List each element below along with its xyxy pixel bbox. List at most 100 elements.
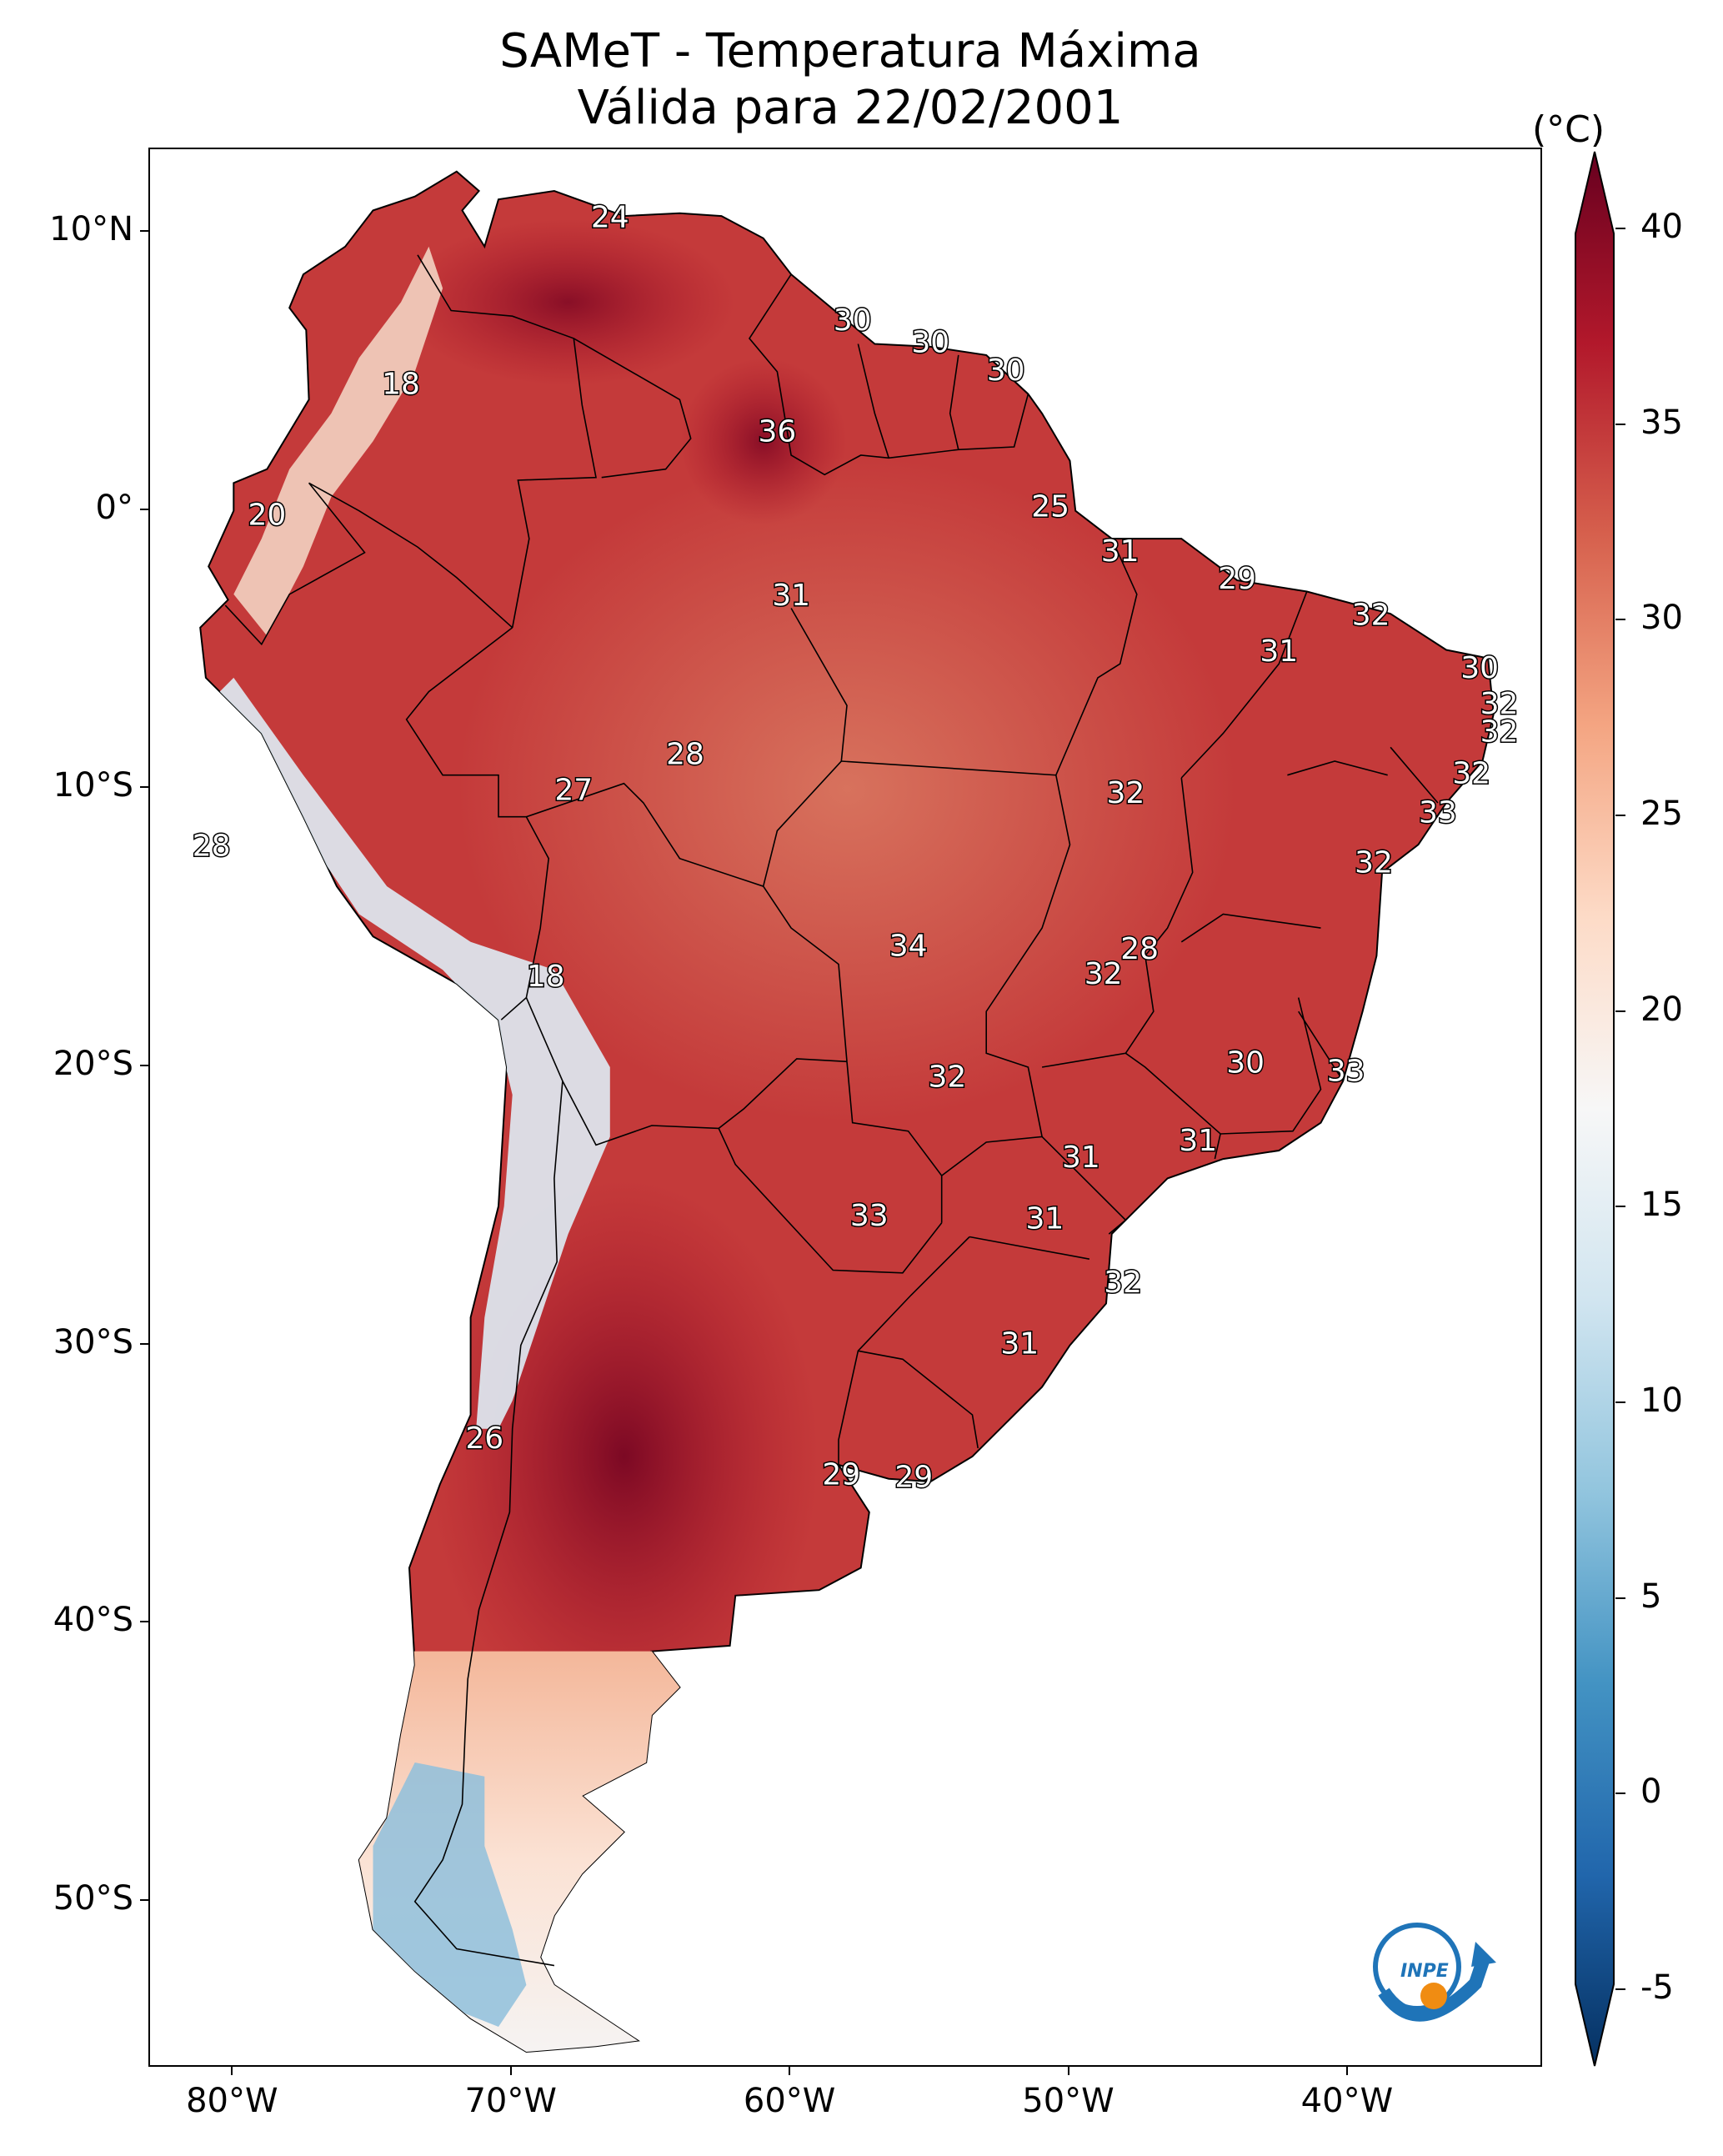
latitude-tick-mark xyxy=(140,1342,148,1345)
contour-label: 30 xyxy=(987,353,1025,388)
border-line xyxy=(526,782,848,1062)
contour-label: 31 xyxy=(1260,634,1298,669)
colorbar-tick-label: 35 xyxy=(1640,403,1683,442)
contour-label: 30 xyxy=(834,303,872,338)
border-line xyxy=(1041,1136,1127,1235)
contour-label: 29 xyxy=(822,1457,860,1492)
longitude-tick-label: 70°W xyxy=(464,2082,557,2120)
map-area: 24 18 30 30 30 36 20 25 31 29 31 32 31 30 32 32 28 27 32 32… xyxy=(148,148,1542,2067)
contour-label: 28 xyxy=(666,737,704,771)
contour-label: 31 xyxy=(1062,1141,1100,1175)
latitude-tick-mark xyxy=(140,1621,148,1623)
map-subtitle: Válida para 22/02/2001 xyxy=(577,81,1124,135)
contour-label: 28 xyxy=(1120,932,1159,966)
border-line xyxy=(1124,997,1322,1135)
colorbar-tick-label: 10 xyxy=(1640,1381,1683,1421)
contour-label: 32 xyxy=(1106,776,1144,810)
latitude-tick-mark xyxy=(140,786,148,789)
contour-label: 31 xyxy=(1101,534,1139,569)
contour-label: 32 xyxy=(1352,599,1390,633)
contour-label: 31 xyxy=(772,579,810,613)
contour-label: 33 xyxy=(1419,795,1457,830)
contour-label: 31 xyxy=(1179,1124,1217,1158)
argentina-hot-spot xyxy=(428,1178,819,1735)
longitude-tick-label: 40°W xyxy=(1300,2082,1394,2120)
colorbar-tick-label: 15 xyxy=(1640,1186,1683,1225)
contour-label: 20 xyxy=(248,498,286,532)
contour-label: 32 xyxy=(1480,715,1519,750)
colorbar-tick-mark xyxy=(1615,1792,1625,1795)
contour-label: 31 xyxy=(1000,1327,1039,1361)
contour-label: 32 xyxy=(1452,757,1490,791)
colorbar-tick-mark xyxy=(1615,227,1625,229)
colorbar-tick-label: -5 xyxy=(1640,1968,1674,2008)
border-line xyxy=(949,354,959,450)
colorbar-tick-mark xyxy=(1615,814,1625,816)
colorbar-tick-mark xyxy=(1615,1401,1625,1404)
inpe-logo: INPE xyxy=(1373,1923,1496,2022)
colorbar-tick-mark xyxy=(1615,1010,1625,1012)
contour-label: 33 xyxy=(850,1199,889,1233)
contour-label: 27 xyxy=(554,774,593,808)
contour-label: 34 xyxy=(889,930,928,964)
border-line xyxy=(841,760,1071,1176)
temperature-shading xyxy=(219,218,1238,2053)
latitude-tick-label: 10°S xyxy=(53,766,133,805)
latitude-tick-label: 30°S xyxy=(53,1322,133,1361)
border-line xyxy=(573,338,692,479)
amazon-warm-zone xyxy=(456,454,1238,1123)
border-line xyxy=(857,343,889,459)
latitude-tick-label: 50°S xyxy=(53,1878,133,1918)
latitude-tick-label: 40°S xyxy=(53,1601,133,1640)
contour-label: 30 xyxy=(1226,1046,1265,1081)
border-line xyxy=(1298,1010,1344,1082)
colorbar-unit: (°C) xyxy=(1532,108,1605,151)
longitude-tick-label: 80°W xyxy=(186,2082,278,2120)
longitude-tick-mark xyxy=(1067,2067,1069,2075)
border-line xyxy=(1055,538,1138,776)
latitude-tick-mark xyxy=(140,1064,148,1066)
contour-label: 32 xyxy=(1084,957,1123,991)
map-title: SAMeT - Temperatura Máxima xyxy=(499,24,1201,78)
border-line xyxy=(1180,913,1321,943)
contour-label: 18 xyxy=(382,368,420,402)
contour-label: 32 xyxy=(928,1060,966,1094)
border-line xyxy=(413,1081,563,1967)
border-line xyxy=(1214,1133,1221,1160)
latitude-tick-label: 0° xyxy=(95,488,133,527)
longitude-tick-mark xyxy=(509,2067,512,2075)
contour-label: 33 xyxy=(1327,1055,1365,1089)
latitude-tick-mark xyxy=(140,1898,148,1901)
latitude-tick-label: 20°S xyxy=(53,1044,133,1083)
contour-label: 31 xyxy=(1025,1201,1064,1236)
colorbar-tick-mark xyxy=(1615,423,1625,425)
contour-label: 28 xyxy=(193,829,231,863)
contour-label: 30 xyxy=(911,326,949,360)
longitude-tick-mark xyxy=(231,2067,233,2075)
contour-label: 32 xyxy=(1104,1266,1142,1300)
border-line xyxy=(525,997,848,1146)
contour-label: 30 xyxy=(1460,651,1499,685)
contour-label: 26 xyxy=(465,1421,503,1456)
svg-text:INPE: INPE xyxy=(1400,1961,1449,1982)
contour-label: 24 xyxy=(591,200,629,234)
border-line xyxy=(846,1061,943,1223)
border-line xyxy=(1287,760,1388,776)
colorbar-tick-label: 30 xyxy=(1640,599,1683,638)
colorbar-tick-label: 40 xyxy=(1640,207,1683,246)
contour-label: 25 xyxy=(1031,489,1069,524)
colorbar-tick-mark xyxy=(1615,1206,1625,1208)
border-line xyxy=(224,482,366,646)
border-line xyxy=(718,1128,943,1274)
border-line xyxy=(308,482,513,629)
longitude-tick-mark xyxy=(1345,2067,1348,2075)
border-line xyxy=(1180,591,1308,779)
longitude-tick-mark xyxy=(789,2067,791,2075)
colorbar-tick-label: 5 xyxy=(1640,1577,1662,1616)
border-line xyxy=(969,1236,1090,1260)
border-line xyxy=(405,627,550,1020)
colorbar-tick-label: 25 xyxy=(1640,794,1683,833)
border-line xyxy=(749,273,1029,476)
